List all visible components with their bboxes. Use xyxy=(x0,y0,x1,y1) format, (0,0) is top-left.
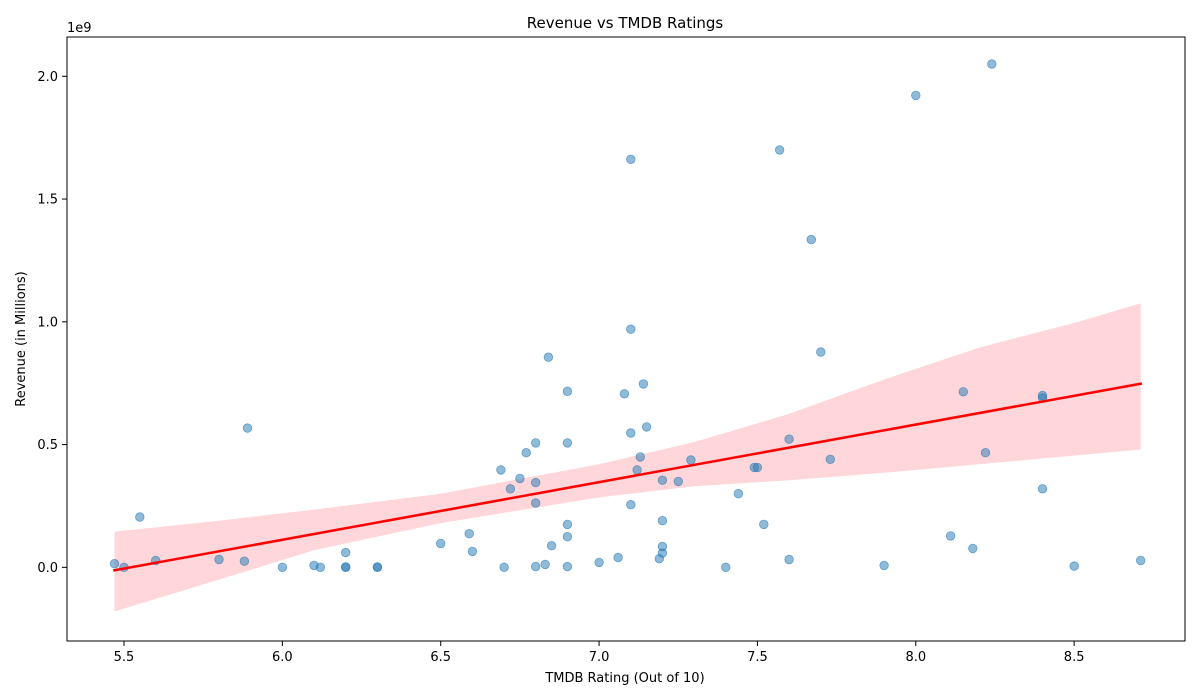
data-point xyxy=(784,434,794,444)
data-point xyxy=(242,423,253,433)
data-point xyxy=(774,145,785,155)
x-axis-label: TMDB Rating (Out of 10) xyxy=(544,671,704,686)
data-point xyxy=(733,489,744,499)
data-point xyxy=(341,547,351,558)
regression-line-layer xyxy=(113,382,1143,572)
data-point xyxy=(546,541,557,551)
data-point xyxy=(980,448,991,458)
data-point xyxy=(521,448,531,458)
data-point xyxy=(632,465,642,475)
data-point xyxy=(315,562,326,573)
data-point xyxy=(641,422,652,432)
data-point xyxy=(467,546,478,557)
data-point xyxy=(626,428,636,438)
data-point xyxy=(673,476,684,487)
x-tick-label: 8.0 xyxy=(905,650,926,665)
data-point xyxy=(657,516,668,526)
data-point xyxy=(562,561,573,572)
data-point xyxy=(531,561,541,572)
y-axis-ticks: 0.0 0.5 1.0 1.5 2.0 xyxy=(37,70,67,576)
data-point xyxy=(562,532,573,542)
x-tick-label: 7.5 xyxy=(747,650,768,665)
x-tick-label: 5.5 xyxy=(114,650,135,665)
data-point xyxy=(540,559,550,570)
data-point xyxy=(657,548,668,558)
data-point xyxy=(958,387,969,397)
data-point xyxy=(752,462,763,473)
data-point xyxy=(531,438,541,448)
y-tick-label: 0.5 xyxy=(37,438,58,453)
chart-title: Revenue vs TMDB Ratings xyxy=(527,14,724,32)
data-point xyxy=(911,90,921,101)
data-point xyxy=(626,324,636,334)
data-point xyxy=(496,465,506,475)
data-point xyxy=(945,531,956,541)
data-point xyxy=(879,560,889,571)
data-point xyxy=(638,379,649,389)
data-point xyxy=(277,562,288,573)
y-tick-label: 2.0 xyxy=(37,70,58,85)
data-point xyxy=(635,452,646,462)
y-axis-offset-label: 1e9 xyxy=(67,21,92,36)
data-point xyxy=(1069,561,1079,571)
data-point xyxy=(613,552,623,563)
data-point xyxy=(531,477,541,488)
data-point xyxy=(464,529,474,539)
data-point xyxy=(657,475,668,485)
data-point xyxy=(562,519,573,530)
data-point xyxy=(372,562,383,573)
data-point xyxy=(987,59,997,69)
data-point xyxy=(619,389,630,399)
y-tick-label: 0.0 xyxy=(37,561,58,576)
x-tick-label: 8.5 xyxy=(1064,650,1085,665)
data-point xyxy=(531,498,541,508)
data-point xyxy=(543,352,554,362)
data-point xyxy=(341,562,351,573)
data-point xyxy=(562,438,573,448)
regression-line xyxy=(113,382,1143,572)
data-point xyxy=(239,556,250,566)
y-axis-label: Revenue (in Millions) xyxy=(14,271,29,407)
data-point xyxy=(436,538,446,549)
data-point xyxy=(759,519,769,530)
data-point xyxy=(816,347,826,357)
x-axis-ticks: 5.5 6.0 6.5 7.0 7.5 8.0 8.5 xyxy=(114,641,1085,665)
data-point xyxy=(505,484,516,494)
plot-frame xyxy=(66,36,1186,642)
x-tick-label: 7.0 xyxy=(589,650,610,665)
data-point xyxy=(806,234,817,245)
data-point xyxy=(1037,484,1048,494)
data-point xyxy=(594,557,604,568)
confidence-band-layer xyxy=(114,303,1141,612)
data-point xyxy=(784,554,794,565)
data-point xyxy=(721,562,731,573)
x-tick-label: 6.5 xyxy=(430,650,451,665)
y-tick-label: 1.5 xyxy=(37,193,58,208)
points-layer xyxy=(109,59,1146,573)
data-point xyxy=(626,500,636,510)
data-point xyxy=(499,562,509,573)
data-point xyxy=(686,455,696,465)
data-point xyxy=(968,543,978,554)
data-point xyxy=(562,386,573,397)
x-tick-label: 6.0 xyxy=(272,650,293,665)
data-point xyxy=(626,154,636,165)
data-point xyxy=(1135,555,1146,566)
data-point xyxy=(515,473,525,484)
y-tick-label: 1.0 xyxy=(37,315,58,330)
data-point xyxy=(109,559,120,569)
data-point xyxy=(214,554,224,565)
confidence-band xyxy=(114,303,1141,612)
data-point xyxy=(135,512,145,522)
data-point xyxy=(825,454,836,465)
